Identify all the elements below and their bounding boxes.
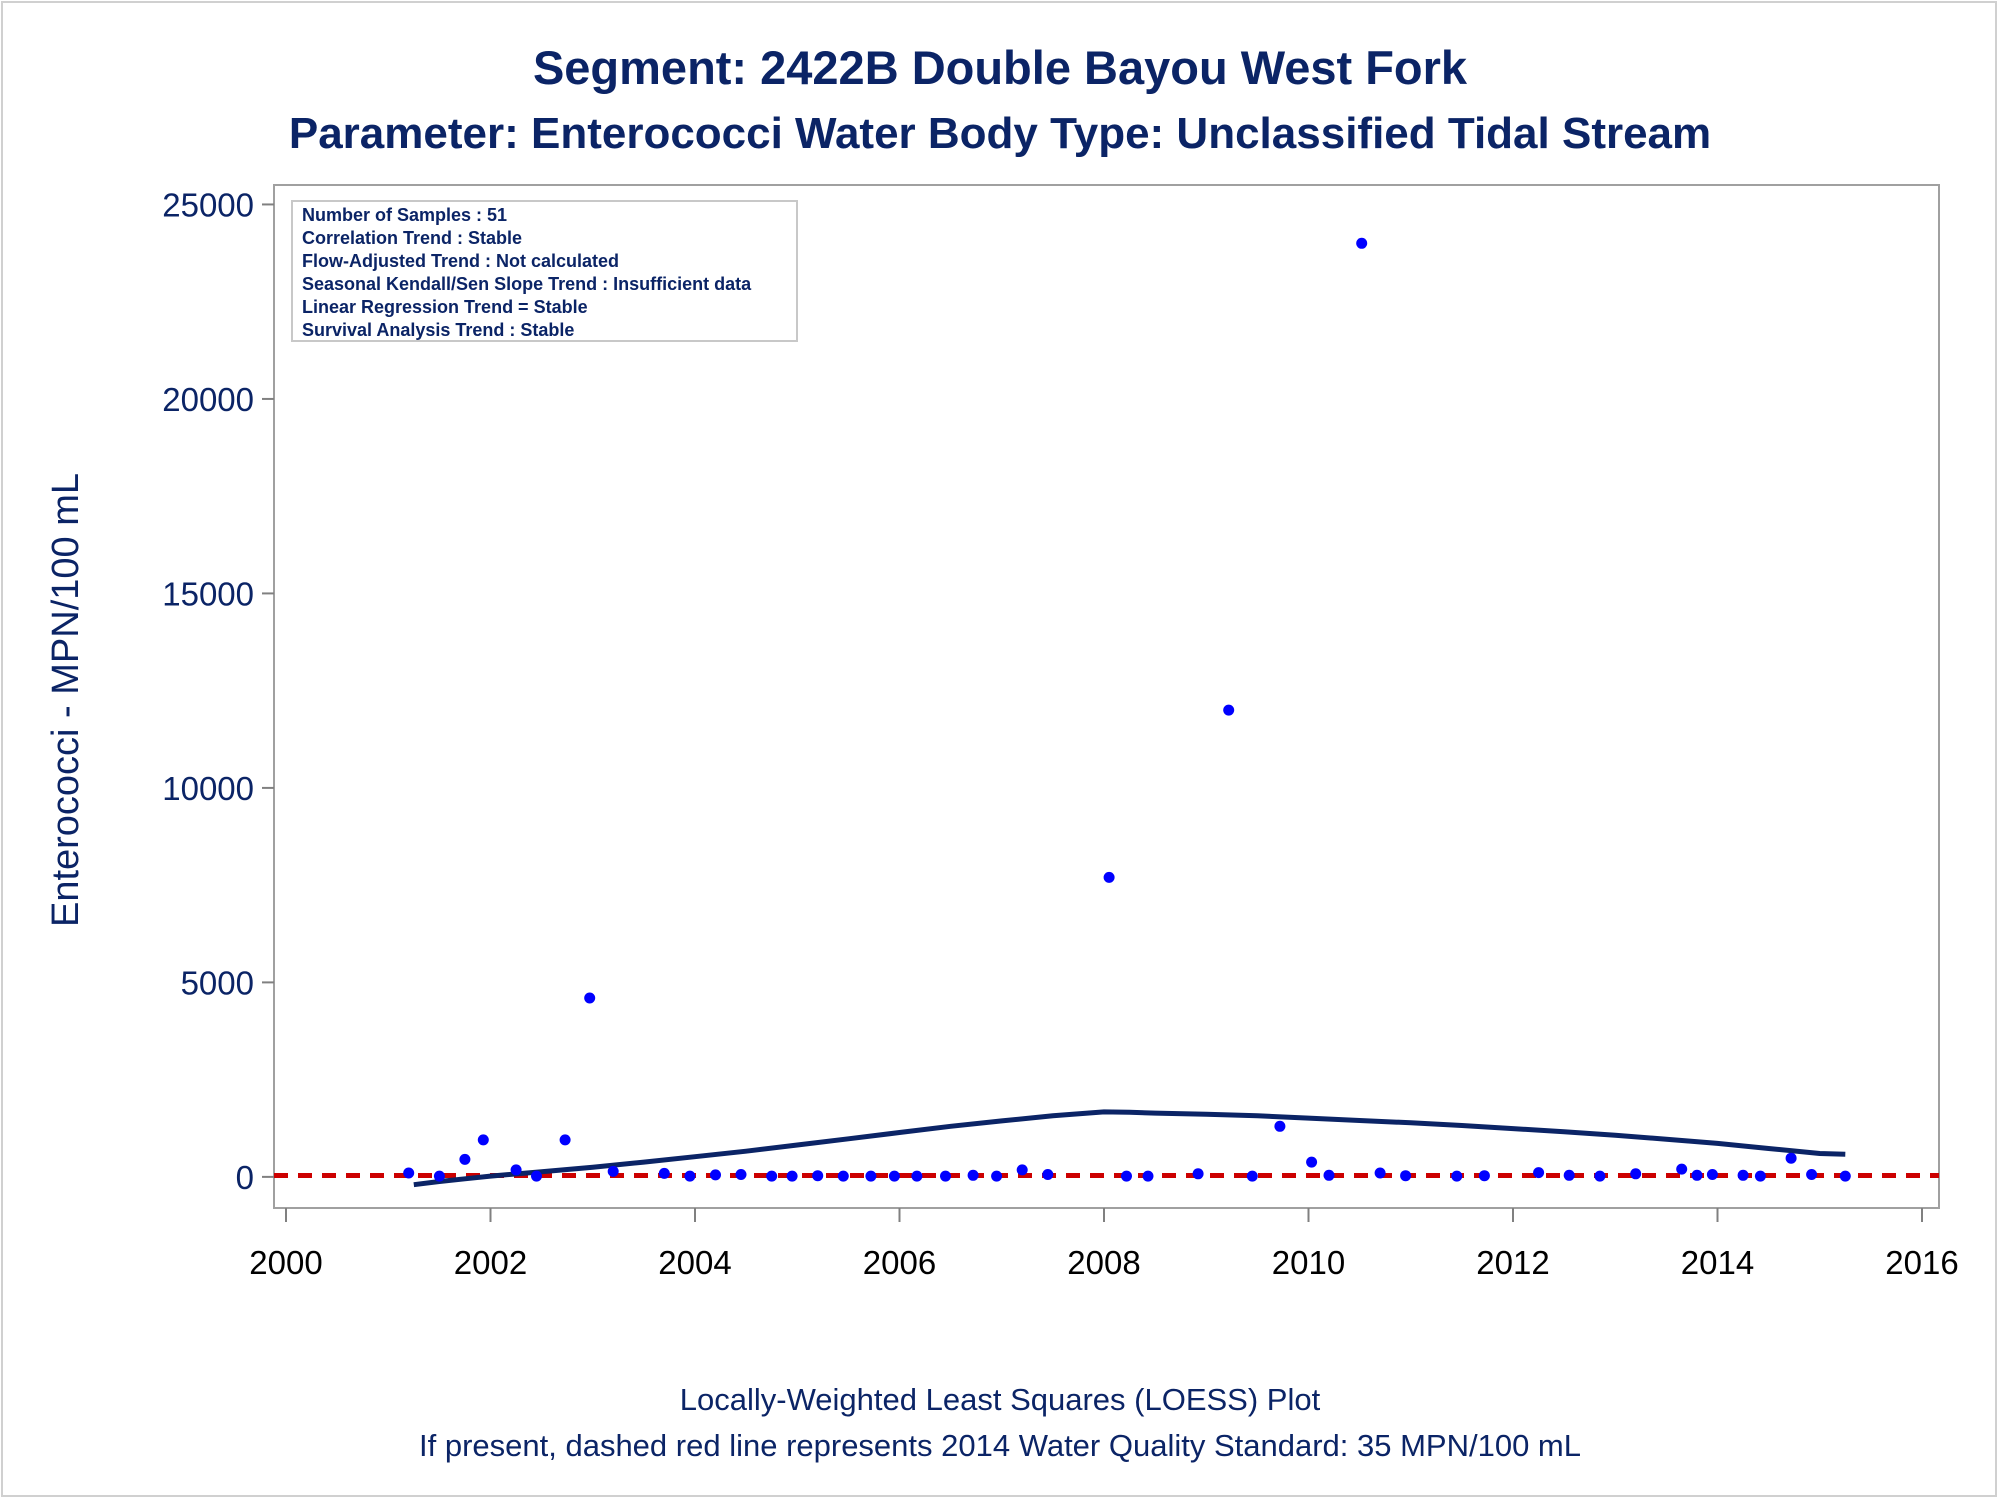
data-point — [1016, 1164, 1028, 1176]
data-point — [766, 1170, 778, 1182]
data-point — [1630, 1168, 1642, 1180]
data-point — [1594, 1170, 1606, 1182]
y-axis: 0 5000 10000 15000 20000 25000 — [162, 186, 274, 1196]
y-axis-label: Enterococci - MPN/100 mL — [45, 473, 87, 927]
data-point — [940, 1170, 951, 1182]
data-point — [658, 1167, 670, 1179]
data-point — [403, 1167, 415, 1179]
data-point — [1306, 1156, 1318, 1168]
chart-subtitle: Parameter: Enterococci Water Body Type: … — [289, 109, 1711, 158]
data-point — [1356, 237, 1368, 249]
y-tick-label: 10000 — [162, 770, 254, 807]
stats-line-survival: Survival Analysis Trend : Stable — [302, 320, 574, 340]
data-point — [1451, 1170, 1463, 1182]
x-tick-label: 2006 — [863, 1244, 936, 1281]
data-point — [888, 1170, 900, 1182]
data-point — [1691, 1169, 1703, 1181]
data-point — [607, 1165, 619, 1177]
points-layer — [403, 237, 1851, 1182]
data-point — [1192, 1168, 1204, 1180]
y-tick-label: 5000 — [181, 964, 254, 1001]
data-point — [433, 1170, 445, 1182]
data-point — [559, 1134, 571, 1146]
data-point — [1839, 1170, 1851, 1182]
data-point — [1042, 1169, 1054, 1180]
x-axis: 2000 2002 2004 2006 2008 2010 2012 2014 2016 — [249, 1208, 1959, 1281]
footer-line-2: If present, dashed red line represents 2… — [419, 1428, 1581, 1463]
data-point — [1274, 1120, 1286, 1132]
x-tick-label: 2004 — [658, 1244, 731, 1281]
y-tick-label: 15000 — [162, 575, 254, 612]
data-point — [1400, 1170, 1412, 1182]
data-point — [1478, 1170, 1490, 1182]
stats-box: Number of Samples : 51 Correlation Trend… — [291, 200, 798, 342]
x-tick-label: 2008 — [1067, 1244, 1140, 1281]
data-point — [1706, 1169, 1718, 1180]
chart-title: Segment: 2422B Double Bayou West Fork — [533, 41, 1468, 94]
stats-line-seasonal-kendall: Seasonal Kendall/Sen Slope Trend : Insuf… — [302, 274, 752, 294]
data-point — [584, 992, 596, 1004]
loess-line — [413, 1109, 1846, 1188]
data-point — [837, 1170, 849, 1182]
x-tick-label: 2014 — [1681, 1244, 1754, 1281]
x-tick-label: 2012 — [1476, 1244, 1549, 1281]
stats-box-border — [291, 200, 798, 342]
plot-area — [273, 184, 1940, 1209]
x-tick-label: 2016 — [1885, 1244, 1958, 1281]
stats-line-linear-regression: Linear Regression Trend = Stable — [302, 297, 588, 317]
data-point — [1737, 1169, 1749, 1181]
data-point — [1223, 704, 1235, 716]
data-point — [684, 1170, 696, 1182]
y-tick-label: 20000 — [162, 381, 254, 418]
data-point — [1246, 1170, 1258, 1182]
data-point — [735, 1169, 747, 1180]
data-point — [477, 1134, 489, 1146]
data-point — [991, 1170, 1003, 1182]
data-point — [531, 1170, 542, 1182]
data-point — [786, 1170, 798, 1182]
data-point — [1103, 871, 1115, 883]
y-tick-label: 25000 — [162, 186, 254, 223]
data-point — [1676, 1163, 1688, 1175]
stats-line-correlation: Correlation Trend : Stable — [302, 228, 522, 248]
data-point — [710, 1169, 721, 1181]
stats-line-samples: Number of Samples : 51 — [302, 205, 507, 225]
data-point — [865, 1170, 877, 1182]
data-point — [1806, 1169, 1818, 1180]
data-point — [967, 1169, 979, 1181]
data-point — [1323, 1169, 1335, 1181]
data-point — [812, 1170, 824, 1182]
data-point — [459, 1153, 471, 1165]
data-point — [1563, 1169, 1575, 1181]
footer-line-1: Locally-Weighted Least Squares (LOESS) P… — [680, 1382, 1321, 1417]
data-point — [1374, 1167, 1386, 1179]
data-point — [1533, 1167, 1545, 1179]
data-point — [1121, 1170, 1132, 1182]
loess-layer — [413, 1109, 1846, 1188]
x-tick-label: 2010 — [1272, 1244, 1345, 1281]
data-point — [1754, 1170, 1766, 1182]
x-tick-label: 2000 — [249, 1244, 322, 1281]
y-tick-label: 0 — [236, 1159, 254, 1196]
data-point — [510, 1164, 522, 1176]
data-point — [1785, 1152, 1797, 1164]
data-point — [1142, 1170, 1154, 1182]
x-tick-label: 2002 — [454, 1244, 527, 1281]
stats-line-flow-adjusted: Flow-Adjusted Trend : Not calculated — [302, 251, 619, 271]
data-point — [911, 1170, 923, 1182]
